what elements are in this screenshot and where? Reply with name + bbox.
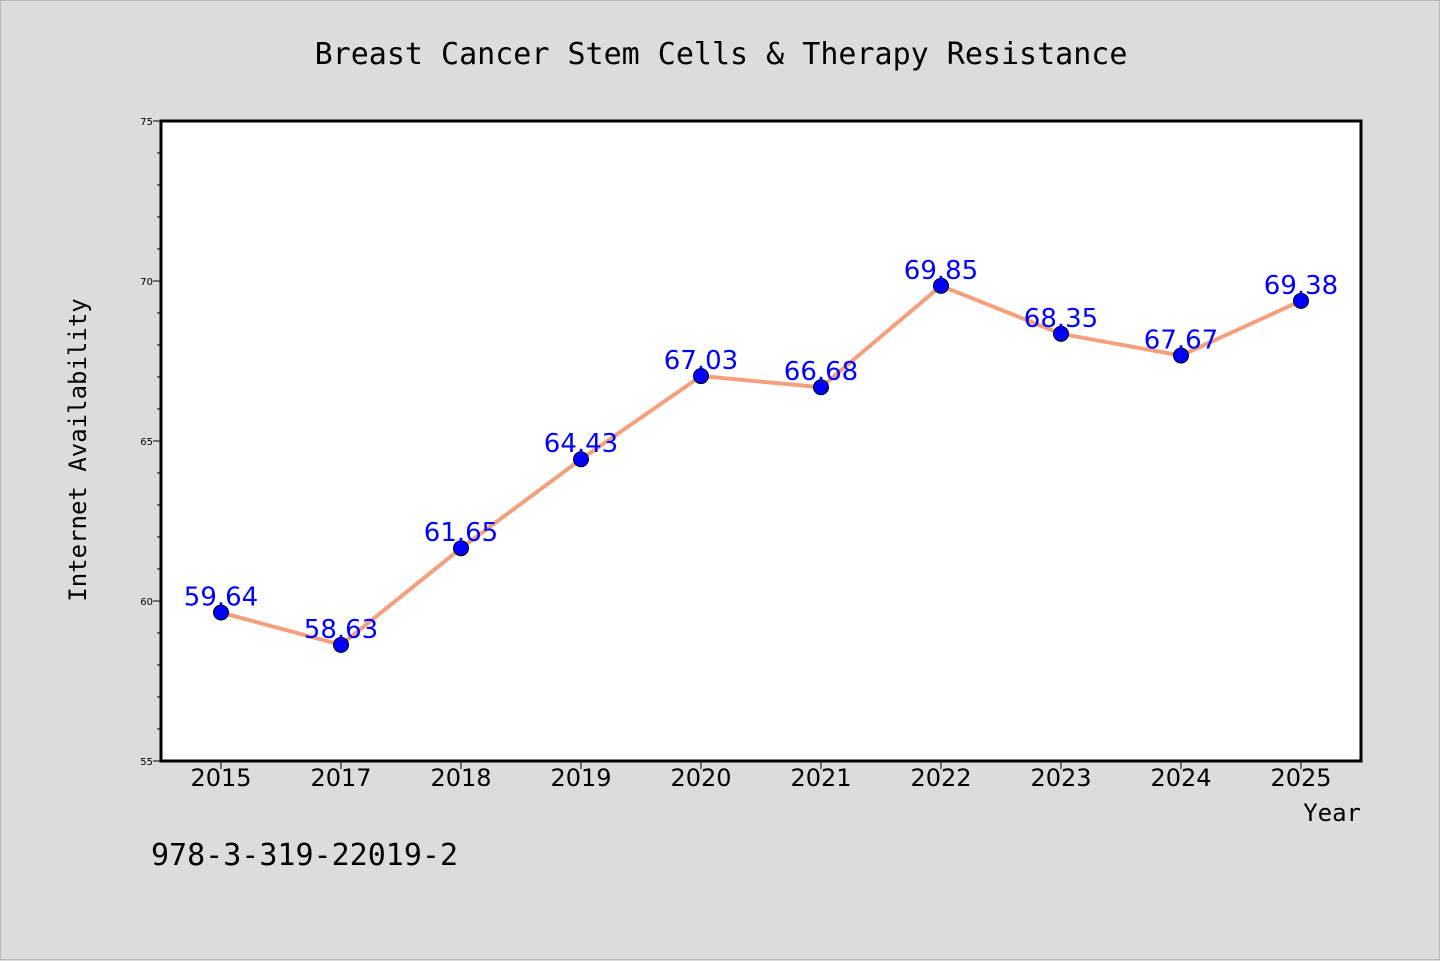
data-point [693,368,709,385]
y-axis-label: Internet Availability [64,298,92,601]
data-point [213,604,229,621]
x-tick-label: 2021 [790,764,851,792]
plot-border [159,119,1363,763]
data-value-label: 59.64 [184,583,258,613]
x-tick-label: 2018 [430,764,491,792]
plot-area [161,121,1361,761]
data-point [1053,325,1069,342]
x-axis: 2015 2017 2018 2019 2020 2021 2022 2023 2024 2025 [190,761,1332,792]
x-tick-label: 2015 [190,764,251,792]
y-tick-label: 75 [140,117,153,128]
data-point [1173,347,1189,364]
series-line [219,283,1303,647]
x-tick-label: 2024 [1150,764,1211,792]
data-value-label: 61.65 [424,518,498,548]
y-axis: 55 60 65 70 75 [140,117,161,768]
data-series [213,277,1309,653]
x-tick-label: 2017 [310,764,371,792]
y-tick-label: 70 [140,277,153,288]
x-tick-label: 2019 [550,764,611,792]
x-tick-label: 2020 [670,764,731,792]
data-value-label: 69.38 [1264,271,1338,301]
data-value-label: 69.85 [904,256,978,286]
y-tick-label: 60 [140,597,153,608]
x-tick-label: 2025 [1270,764,1331,792]
data-point [333,636,349,653]
data-value-label: 58.63 [304,615,378,645]
y-tick-label: 65 [140,437,153,448]
x-axis-label: Year [1303,799,1361,827]
chart-title: Breast Cancer Stem Cells & Therapy Resis… [315,37,1128,72]
data-value-label: 67.03 [664,346,738,376]
data-point [1293,292,1309,309]
y-tick-label: 55 [140,757,153,768]
x-tick-label: 2023 [1030,764,1091,792]
data-value-label: 64.43 [544,429,618,459]
data-point [813,379,829,396]
data-value-label: 68.35 [1024,304,1098,334]
x-tick-label: 2022 [910,764,971,792]
data-value-label: 67.67 [1144,326,1218,356]
data-point [453,540,469,557]
isbn-footer: 978-3-319-22019-2 [151,838,458,873]
data-value-label: 66.68 [784,357,858,387]
data-labels: 59.64 58.63 61.65 64.43 67.03 66.68 69.85 68.35… [184,256,1338,645]
data-point [933,277,949,294]
data-point [573,451,589,468]
